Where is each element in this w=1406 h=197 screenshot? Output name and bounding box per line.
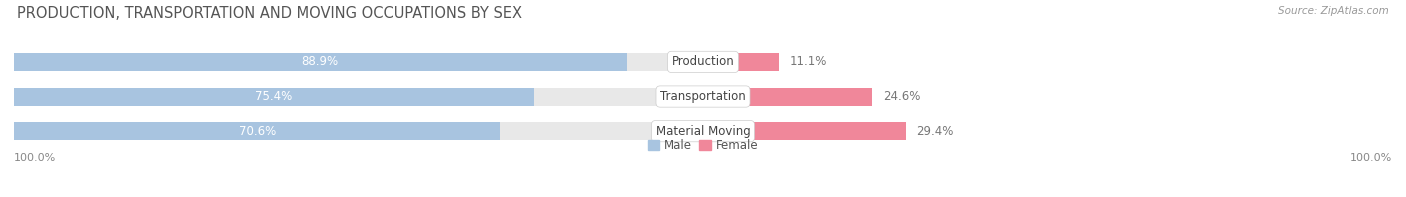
Text: 88.9%: 88.9% xyxy=(302,55,339,68)
Bar xyxy=(14,87,703,106)
Bar xyxy=(14,53,627,71)
Text: 11.1%: 11.1% xyxy=(790,55,827,68)
Bar xyxy=(14,87,533,106)
Bar xyxy=(703,87,873,106)
Bar xyxy=(703,53,779,71)
Text: 100.0%: 100.0% xyxy=(14,153,56,163)
Text: Source: ZipAtlas.com: Source: ZipAtlas.com xyxy=(1278,6,1389,16)
Text: 75.4%: 75.4% xyxy=(254,90,292,103)
Bar xyxy=(14,53,703,71)
Text: 29.4%: 29.4% xyxy=(915,125,953,138)
Bar xyxy=(14,122,501,140)
Text: 100.0%: 100.0% xyxy=(1350,153,1392,163)
Text: Production: Production xyxy=(672,55,734,68)
Bar xyxy=(703,122,905,140)
Text: PRODUCTION, TRANSPORTATION AND MOVING OCCUPATIONS BY SEX: PRODUCTION, TRANSPORTATION AND MOVING OC… xyxy=(17,6,522,21)
Legend: Male, Female: Male, Female xyxy=(643,135,763,157)
Text: Material Moving: Material Moving xyxy=(655,125,751,138)
Bar xyxy=(14,122,703,140)
Text: 70.6%: 70.6% xyxy=(239,125,276,138)
Text: Transportation: Transportation xyxy=(661,90,745,103)
Text: 24.6%: 24.6% xyxy=(883,90,920,103)
